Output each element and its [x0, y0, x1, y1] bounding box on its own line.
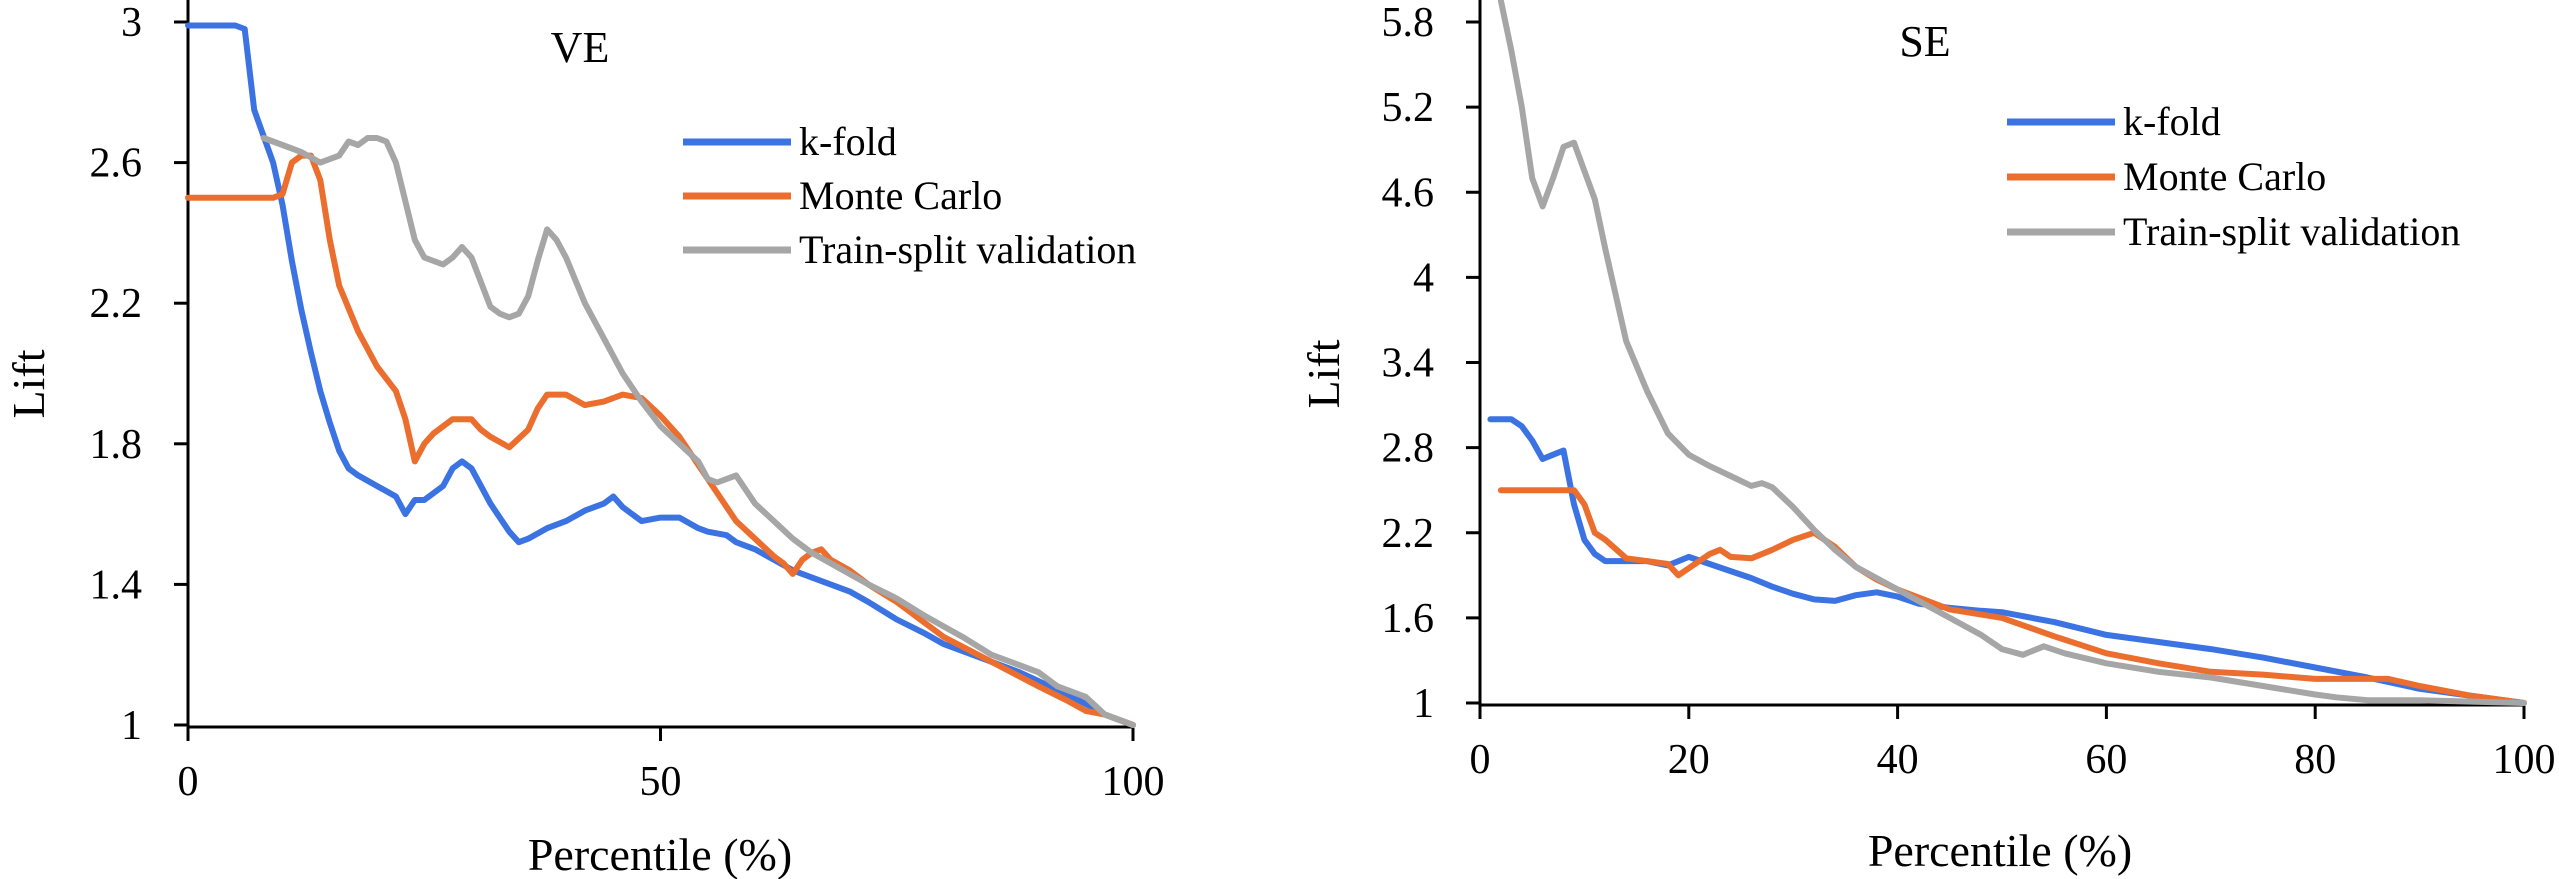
- y-tick-label: 2.8: [1382, 426, 1435, 472]
- y-tick-label: 3: [121, 0, 142, 46]
- x-axis-label: Percentile (%): [528, 829, 792, 879]
- y-tick-label: 2.2: [90, 281, 143, 327]
- x-tick-label: 0: [178, 759, 199, 805]
- y-tick-label: 3.4: [1382, 341, 1435, 387]
- chart-ve: 1 1.4 1.8 2.2 2.6 3 0 50 100 VE k-fold Monte Carlo T…: [3, 0, 1165, 879]
- chart-title: VE: [551, 23, 610, 72]
- legend-label: k-fold: [799, 119, 897, 164]
- y-tick-label: 5.8: [1382, 0, 1435, 46]
- x-axis-label: Percentile (%): [1868, 825, 2132, 876]
- y-tick-label: 2.2: [1382, 511, 1435, 557]
- y-tick-label: 1.4: [90, 562, 143, 608]
- y-tick-label: 4: [1413, 255, 1434, 301]
- series-line-monte-carlo: [1497, 487, 2527, 706]
- y-tick-label: 5.2: [1382, 85, 1435, 131]
- y-tick-label: 4.6: [1382, 170, 1435, 216]
- x-tick-label: 40: [1877, 737, 1919, 783]
- legend-label: Train-split validation: [799, 227, 1136, 272]
- legend-label: Train-split validation: [2123, 209, 2460, 254]
- chart-title: SE: [1899, 17, 1950, 66]
- series-line-k-fold: [1487, 416, 2527, 706]
- x-tick-label: 50: [640, 759, 682, 805]
- series-line-k-fold: [185, 22, 1136, 728]
- chart-se: 1 1.6 2.2 2.8 3.4 4 4.6 5.2 5.8 0 20 40 60 80 100 SE k-f…: [1298, 0, 2556, 876]
- x-tick-label: 0: [1470, 737, 1491, 783]
- y-tick-label: 1: [1413, 681, 1434, 727]
- x-tick-label: 100: [1102, 759, 1165, 805]
- y-tick-label: 2.6: [90, 141, 143, 187]
- series-line-train-split-validation: [260, 135, 1136, 728]
- x-tick-label: 100: [2493, 737, 2556, 783]
- x-tick-label: 20: [1668, 737, 1710, 783]
- x-tick-label: 80: [2294, 737, 2336, 783]
- series-line-train-split-validation: [1497, 0, 2527, 706]
- x-tick-label: 60: [2085, 737, 2127, 783]
- legend-label: Monte Carlo: [799, 173, 1002, 218]
- legend-label: k-fold: [2123, 99, 2221, 144]
- y-axis-label: Lift: [3, 349, 54, 418]
- y-tick-label: 1: [121, 703, 142, 749]
- legend-label: Monte Carlo: [2123, 154, 2326, 199]
- y-tick-label: 1.6: [1382, 596, 1435, 642]
- y-tick-label: 1.8: [90, 422, 143, 468]
- y-axis-label: Lift: [1298, 339, 1349, 408]
